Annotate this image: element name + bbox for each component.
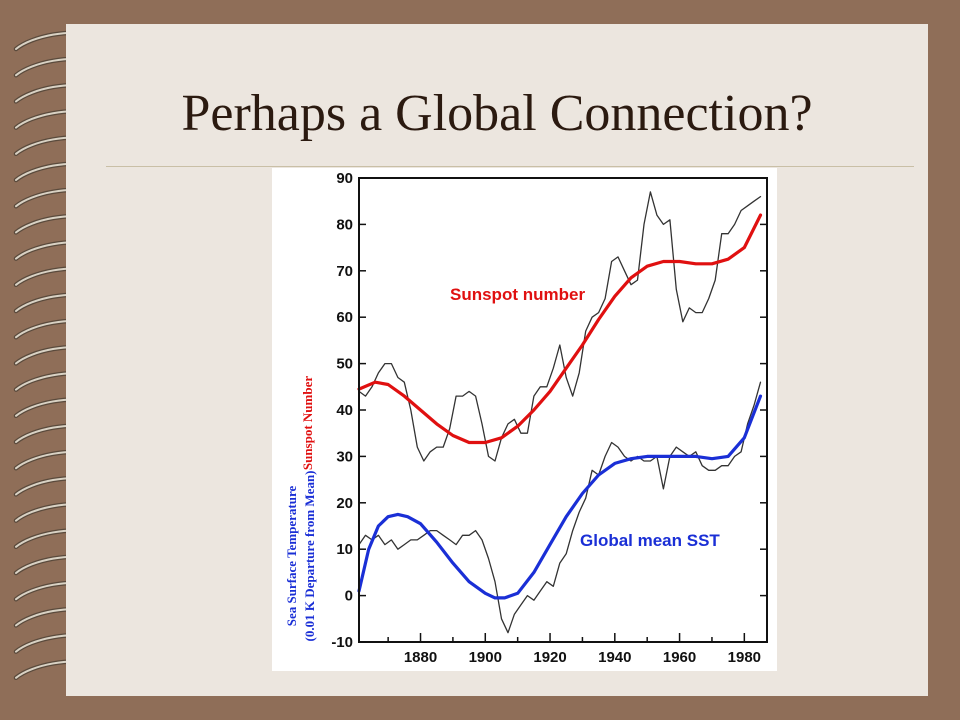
smooth-series-layer xyxy=(357,213,763,600)
x-tick-label: 1900 xyxy=(469,649,502,666)
series-line-global-mean-sst-raw xyxy=(358,381,762,634)
title-divider xyxy=(106,166,914,167)
series-line-global-mean-sst xyxy=(357,394,763,600)
x-tick-label: 1960 xyxy=(663,649,696,666)
y-axis-label-sst-line1: Sea Surface Temperature xyxy=(284,485,299,626)
y-tick-label: 70 xyxy=(336,263,353,280)
slide-title: Perhaps a Global Connection? xyxy=(181,85,813,142)
y-axis-label-sunspot: Sunspot Number xyxy=(300,376,315,471)
y-tick-label: -10 xyxy=(331,634,353,651)
y-tick-label: 60 xyxy=(336,309,353,326)
x-tick-label: 1920 xyxy=(533,649,566,666)
y-tick-label: 80 xyxy=(336,216,353,233)
x-tick-label: 1940 xyxy=(598,649,631,666)
annotation-sunspot-number: Sunspot number xyxy=(450,285,585,304)
ticks-layer: -10 0 10 20 30 40 50 60 70 80 90 1880 1900 1920 1940 19… xyxy=(331,170,767,666)
y-tick-label: 50 xyxy=(336,356,353,373)
series-line-sunspot-number xyxy=(357,213,763,445)
annotation-global-mean-sst: Global mean SST xyxy=(580,531,720,550)
y-tick-label: 30 xyxy=(336,448,353,465)
y-tick-label: 40 xyxy=(336,402,353,419)
y-tick-label: 0 xyxy=(345,588,353,605)
y-axis-label-sst-line2: (0.01 K Departure from Mean) xyxy=(302,470,317,641)
y-tick-label: 10 xyxy=(336,541,353,558)
y-tick-label: 90 xyxy=(336,170,353,187)
raw-series-layer xyxy=(358,191,762,634)
x-tick-label: 1880 xyxy=(404,649,437,666)
series-line-sunspot-number-raw xyxy=(358,191,762,462)
chart-panel: -10 0 10 20 30 40 50 60 70 80 90 1880 1900 1920 1940 19… xyxy=(272,168,777,671)
y-tick-label: 20 xyxy=(336,495,353,512)
x-tick-label: 1980 xyxy=(728,649,761,666)
chart: -10 0 10 20 30 40 50 60 70 80 90 1880 1900 1920 1940 19… xyxy=(284,170,768,666)
